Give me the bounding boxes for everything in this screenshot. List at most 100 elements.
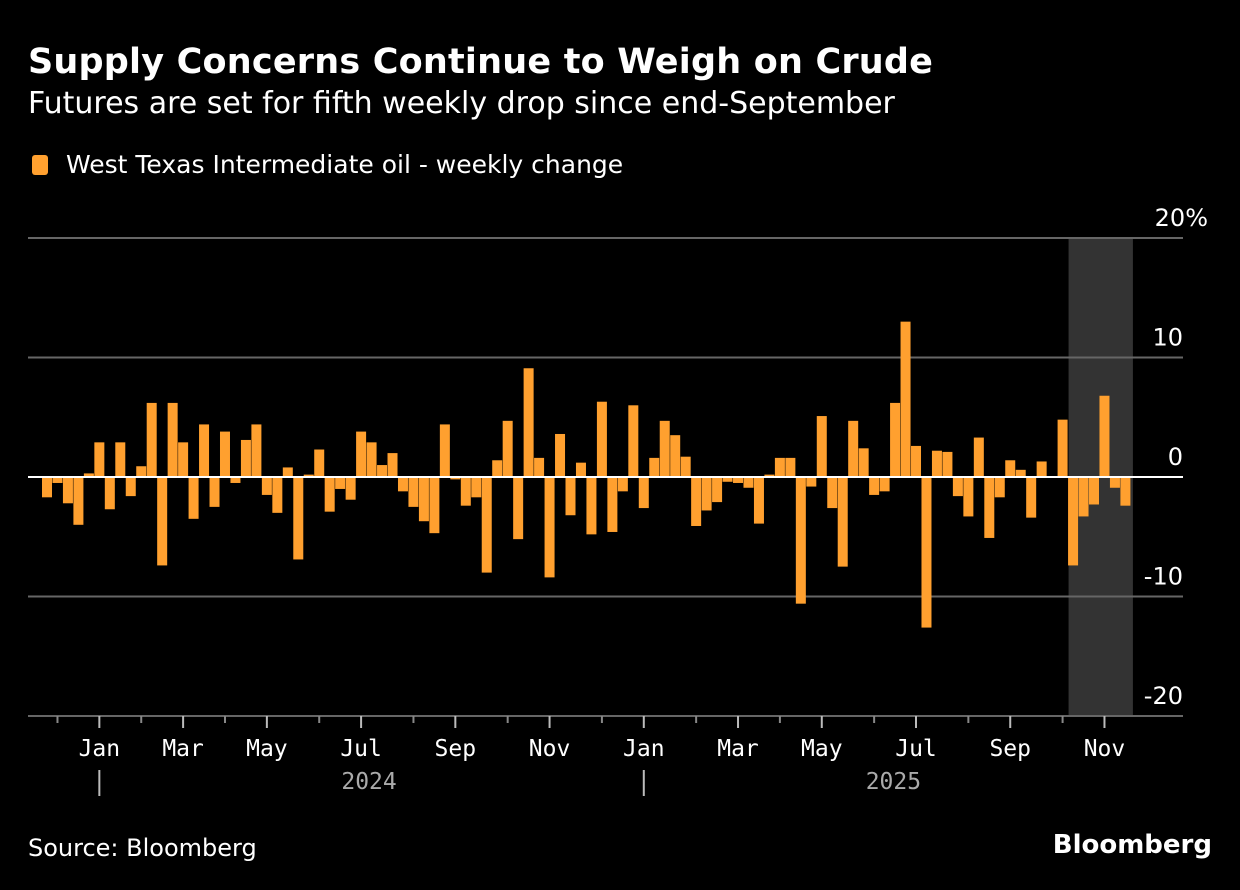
bar	[670, 435, 681, 477]
bar	[848, 420, 859, 477]
bar	[858, 448, 869, 477]
bar	[890, 402, 901, 477]
bar	[418, 477, 429, 522]
x-tick-label: Sep	[989, 736, 1031, 762]
bar	[837, 477, 848, 567]
bar	[911, 445, 922, 477]
bar	[324, 477, 335, 512]
bar	[188, 477, 199, 519]
bar	[973, 437, 984, 477]
chart-subtitle: Futures are set for fifth weekly drop si…	[28, 86, 895, 121]
bar	[743, 477, 754, 488]
bar	[806, 477, 817, 487]
year-label: 2024	[341, 769, 396, 795]
bar	[73, 477, 84, 525]
bar	[492, 460, 503, 477]
bar	[963, 477, 974, 517]
bar	[1099, 395, 1110, 477]
bar	[104, 477, 115, 510]
bar	[712, 477, 723, 503]
bar	[83, 473, 94, 477]
bar	[356, 431, 367, 477]
bar	[62, 477, 73, 504]
bar	[303, 474, 314, 477]
bar	[691, 477, 702, 526]
bar	[649, 457, 660, 477]
bar	[795, 477, 806, 604]
bar	[1005, 460, 1016, 477]
bar	[942, 451, 953, 477]
legend: West Texas Intermediate oil - weekly cha…	[32, 150, 623, 179]
bar	[879, 477, 890, 492]
bar	[544, 477, 555, 578]
bar	[565, 477, 576, 516]
bar	[230, 477, 241, 483]
bar	[774, 457, 785, 477]
bar	[513, 477, 524, 540]
bar	[931, 450, 942, 477]
y-tick-label: 10	[1152, 324, 1183, 352]
bar	[471, 477, 482, 498]
bar	[1015, 469, 1026, 477]
bar	[534, 457, 545, 477]
y-tick-label: -10	[1144, 563, 1183, 591]
bar	[481, 477, 492, 573]
bar	[638, 477, 649, 509]
bar	[555, 433, 566, 477]
bar	[429, 477, 440, 534]
y-tick-label: -20	[1144, 682, 1183, 710]
x-tick-label: Nov	[1084, 736, 1126, 762]
bar	[261, 477, 272, 495]
bar	[753, 477, 764, 524]
bar	[994, 477, 1005, 498]
x-tick-label: Jul	[340, 736, 382, 762]
x-tick-label: Sep	[435, 736, 477, 762]
bar	[659, 420, 670, 477]
bar	[366, 442, 377, 477]
bar	[596, 401, 607, 477]
bar	[785, 457, 796, 477]
bar	[701, 477, 712, 511]
bar	[1036, 461, 1047, 477]
bar	[115, 442, 126, 477]
bar	[209, 477, 220, 507]
bar	[240, 439, 251, 477]
x-tick-label: May	[801, 736, 843, 762]
bar	[408, 477, 419, 507]
bar	[1109, 477, 1120, 488]
bar	[586, 477, 597, 535]
bar	[1089, 477, 1099, 505]
bar	[439, 424, 450, 477]
source-note: Source: Bloomberg	[28, 834, 257, 862]
bar	[146, 402, 157, 477]
bar	[900, 321, 911, 477]
bar	[335, 477, 346, 489]
bar	[136, 466, 147, 477]
bar	[827, 477, 838, 509]
bar	[607, 477, 618, 532]
x-tick-label: Jul	[895, 736, 937, 762]
x-tick-label: Mar	[162, 736, 204, 762]
bar	[617, 477, 628, 492]
year-label: 2025	[866, 769, 921, 795]
bar	[764, 474, 775, 477]
bar	[921, 477, 932, 628]
bar	[1068, 477, 1079, 566]
bar	[984, 477, 995, 538]
chart-title: Supply Concerns Continue to Weigh on Cru…	[28, 42, 934, 82]
bar	[1026, 477, 1037, 518]
bar	[167, 402, 178, 477]
bar	[628, 405, 639, 477]
bar	[387, 453, 398, 477]
bar	[293, 477, 304, 560]
bar	[157, 477, 168, 566]
x-tick-label: Nov	[529, 736, 571, 762]
bar	[251, 424, 262, 477]
y-tick-label: 0	[1168, 443, 1183, 471]
bar	[952, 477, 963, 497]
bar	[219, 431, 230, 477]
bar	[502, 420, 513, 477]
legend-label: West Texas Intermediate oil - weekly cha…	[66, 150, 624, 179]
bar	[680, 456, 691, 477]
